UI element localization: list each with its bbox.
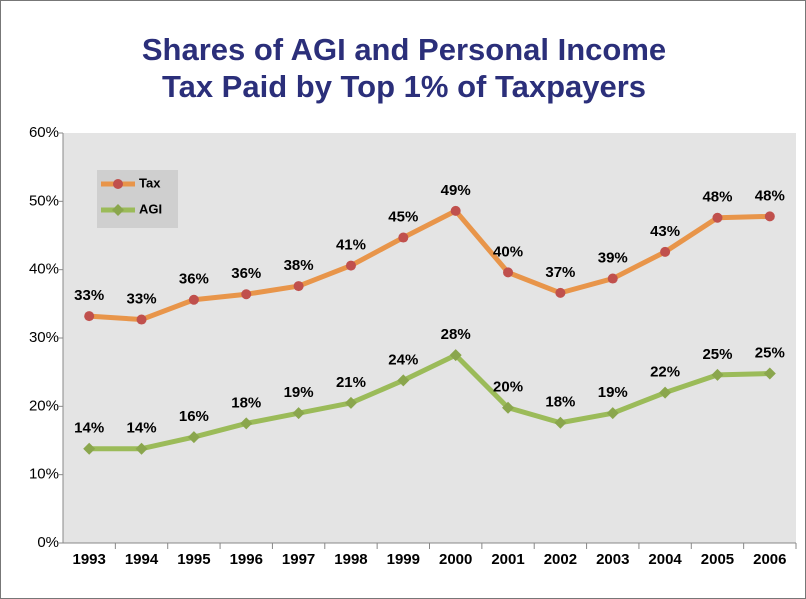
circle-marker (450, 205, 461, 216)
data-label: 41% (336, 237, 366, 254)
chart-title: Tax Paid by Top 1% of Taxpayers (162, 69, 646, 104)
data-label: 28% (441, 326, 471, 343)
circle-marker (555, 287, 566, 298)
diamond-marker (659, 386, 672, 399)
diamond-marker (711, 368, 724, 381)
circle-marker (188, 294, 199, 305)
x-tick-label: 1996 (230, 551, 263, 568)
y-tick-label: 30% (29, 329, 59, 346)
x-tick-label: 1999 (387, 551, 420, 568)
data-label: 24% (388, 351, 418, 368)
circle-marker (607, 273, 618, 284)
circle-marker (503, 267, 514, 278)
y-tick-label: 50% (29, 192, 59, 209)
diamond-marker (292, 407, 305, 420)
data-label: 40% (493, 243, 523, 260)
data-label: 19% (284, 384, 314, 401)
diamond-marker (397, 374, 410, 387)
diamond-marker (83, 442, 96, 455)
data-label: 25% (702, 346, 732, 363)
data-label: 20% (493, 379, 523, 396)
diamond-marker (763, 367, 776, 380)
data-label: 33% (74, 287, 104, 304)
data-label: 16% (179, 408, 209, 425)
x-tick-label: 1997 (282, 551, 315, 568)
data-label: 48% (702, 189, 732, 206)
data-label: 38% (284, 257, 314, 274)
y-tick-label: 10% (29, 466, 59, 483)
data-label: 36% (231, 265, 261, 282)
data-label: 45% (388, 209, 418, 226)
diamond-marker (240, 417, 253, 430)
x-tick-label: 2004 (648, 551, 682, 568)
x-tick-label: 1994 (125, 551, 159, 568)
diamond-marker (135, 442, 148, 455)
circle-marker (660, 246, 671, 257)
legend-marker (113, 179, 123, 189)
data-label: 19% (598, 384, 628, 401)
x-tick-label: 2000 (439, 551, 472, 568)
x-tick-label: 2001 (491, 551, 524, 568)
data-label: 18% (231, 394, 261, 411)
x-tick-label: 2005 (701, 551, 734, 568)
data-label: 14% (127, 420, 157, 437)
data-label: 18% (545, 394, 575, 411)
legend-box (97, 170, 178, 228)
circle-marker (712, 212, 723, 223)
data-label: 14% (74, 420, 104, 437)
data-line (89, 208, 770, 323)
circle-marker (398, 232, 409, 243)
diamond-marker (344, 396, 357, 409)
x-tick-label: 1995 (177, 551, 210, 568)
data-label: 37% (545, 264, 575, 281)
diamond-marker (554, 416, 567, 429)
y-tick-label: 20% (29, 397, 59, 414)
circle-marker (293, 281, 304, 292)
legend-label: Tax (139, 175, 161, 190)
circle-marker (241, 289, 252, 300)
diamond-marker (187, 431, 200, 444)
diamond-marker (449, 349, 462, 362)
data-label: 49% (441, 182, 471, 199)
data-label: 43% (650, 223, 680, 240)
y-tick-label: 40% (29, 261, 59, 278)
data-label: 39% (598, 250, 628, 267)
x-tick-label: 2006 (753, 551, 786, 568)
y-tick-label: 0% (37, 534, 59, 551)
x-tick-label: 1993 (72, 551, 105, 568)
diamond-marker (502, 401, 515, 414)
data-label: 33% (127, 291, 157, 308)
diamond-marker (606, 407, 619, 420)
data-label: 21% (336, 374, 366, 391)
circle-marker (84, 311, 95, 322)
data-label: 25% (755, 345, 785, 362)
y-tick-label: 60% (29, 124, 59, 141)
circle-marker (764, 211, 775, 222)
data-label: 48% (755, 187, 785, 204)
x-tick-label: 2003 (596, 551, 629, 568)
chart-title: Shares of AGI and Personal Income (142, 32, 666, 67)
circle-marker (345, 260, 356, 271)
data-line (89, 352, 770, 452)
x-tick-label: 2002 (544, 551, 577, 568)
data-label: 36% (179, 271, 209, 288)
circle-marker (136, 314, 147, 325)
legend-marker (112, 204, 124, 216)
x-tick-label: 1998 (334, 551, 367, 568)
legend-label: AGI (139, 201, 162, 216)
plot-area (63, 133, 796, 543)
data-label: 22% (650, 364, 680, 381)
